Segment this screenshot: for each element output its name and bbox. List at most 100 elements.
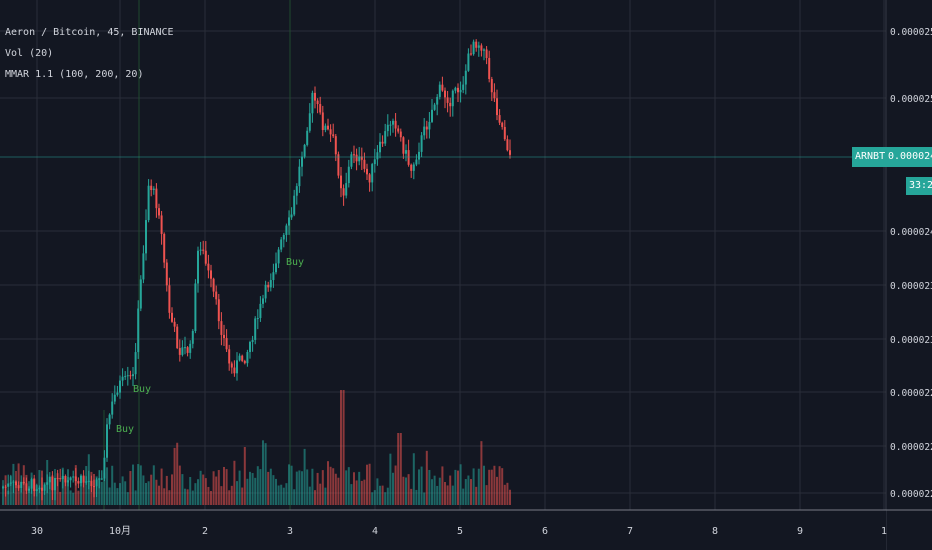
volume-bar [355,480,358,505]
candle-body [327,125,329,130]
volume-bar [108,487,111,505]
volume-bar [373,490,376,505]
candle-body [80,475,82,484]
volume-bar [165,475,168,505]
candle-body [33,479,36,492]
candle-body [220,321,223,335]
time-tick-label: 8 [712,526,718,537]
candle-body [225,338,228,350]
candle-body [288,217,290,226]
volume-bar [56,473,59,505]
volume-bar [415,489,418,505]
candle-body [67,480,69,483]
candle-body [363,159,366,169]
candle-body [178,348,181,355]
volume-bar [306,469,309,505]
symbol-title[interactable]: Aeron / Bitcoin, 45, BINANCE [5,27,174,38]
candle-body [360,156,363,160]
candle-body [496,98,498,116]
volume-bar [269,468,272,505]
volume-bar [389,453,392,505]
volume-bar [280,484,283,505]
candle-body [394,120,397,129]
volume-bar [186,489,189,505]
volume-bar [457,470,459,505]
candle-body [485,49,488,59]
volume-bar [259,469,262,505]
volume-bar [407,474,410,505]
candle-body [275,263,277,273]
price-tick-label: 0.00002550 [890,27,932,38]
volume-bar [204,478,207,505]
volume-bar [392,472,394,505]
mmar-indicator-label[interactable]: MMAR 1.1 (100, 200, 20) [5,69,144,80]
volume-bar [441,466,444,505]
candle-body [295,186,298,196]
candle-body [381,141,384,144]
volume-bar [191,490,194,505]
volume-bar [147,481,150,505]
volume-bar [420,466,423,505]
candle-body [501,122,504,127]
candle-body [111,401,114,415]
volume-indicator-label[interactable]: Vol (20) [5,48,54,59]
volume-bar [301,471,303,505]
price-tick-label: 0.00002240 [890,442,932,453]
volume-bar [178,465,181,505]
candle-body [139,279,142,309]
candle-body [82,475,85,483]
volume-bar [316,472,319,505]
candle-body [241,355,244,361]
candle-body [43,484,46,491]
volume-bar [371,492,374,505]
volume-bar [319,483,322,505]
candle-body [46,482,49,485]
candle-body [389,124,392,126]
volume-bar [347,467,350,505]
volume-bar [402,476,405,505]
candle-body [428,121,431,130]
chart-legend: Aeron / Bitcoin, 45, BINANCE Vol (20) MM… [5,22,174,85]
volume-bar [379,485,381,505]
price-axis[interactable] [886,0,932,550]
candle-body [246,352,249,364]
candle-body [93,486,95,488]
candle-body [61,475,64,480]
volume-bar [509,489,511,505]
candle-body [152,188,155,191]
candle-body [145,220,147,254]
candle-body [126,375,129,377]
volume-bar [436,485,439,505]
candle-body [298,166,301,187]
candle-body [472,41,475,55]
volume-bar [498,466,501,505]
volume-bar [254,477,257,505]
candle-body [15,481,17,486]
candle-body [2,486,4,488]
volume-bar [446,485,449,505]
candle-body [488,58,491,79]
volume-bar [267,471,270,505]
volume-bar [181,474,184,505]
volume-bar [142,475,145,505]
candle-body [64,475,67,483]
volume-bar [470,479,472,505]
candle-body [306,130,309,145]
time-axis[interactable] [0,510,886,550]
volume-bar [202,474,205,505]
volume-bar [243,447,246,505]
volume-bar [493,465,496,505]
candle-body [155,188,158,209]
bar-countdown-tag: 33:28 [906,177,932,195]
candle-body [189,343,192,353]
volume-bar [80,483,82,505]
volume-bar [477,468,480,505]
candle-body [171,312,173,322]
candle-body [212,278,215,292]
candle-body [165,262,168,286]
candle-body [106,424,108,458]
candle-body [402,137,405,154]
volume-bar [7,490,10,505]
